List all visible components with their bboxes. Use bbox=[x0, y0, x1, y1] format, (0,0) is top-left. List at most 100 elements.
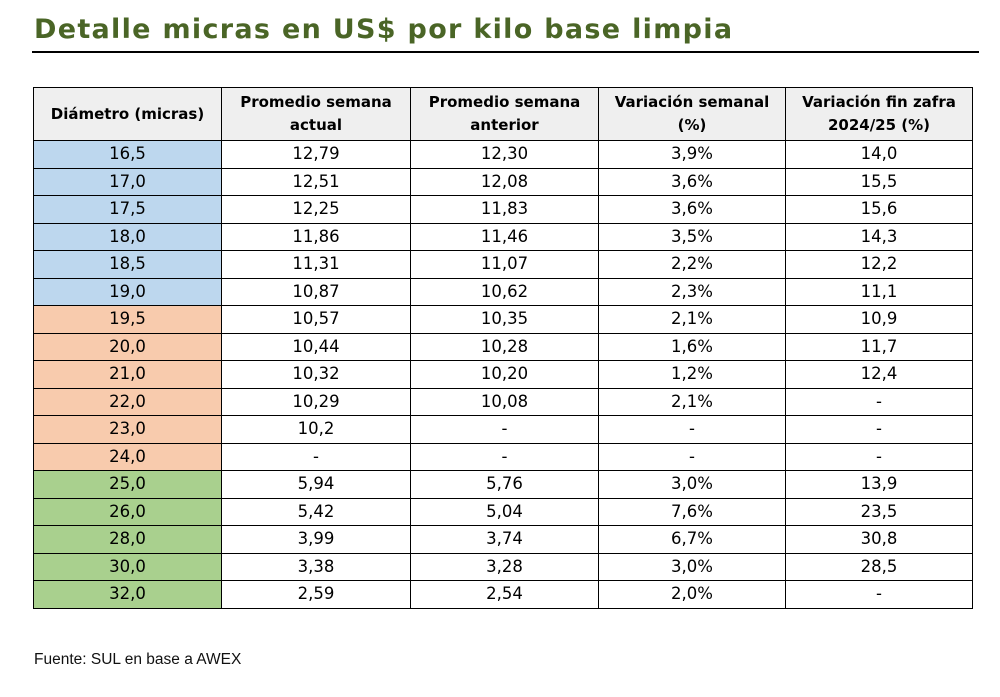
cell-promedio-actual: 12,79 bbox=[221, 140, 411, 169]
cell-variacion-semanal: 7,6% bbox=[598, 497, 786, 526]
cell-promedio-actual: 10,87 bbox=[221, 277, 411, 306]
cell-promedio-actual: 5,42 bbox=[221, 497, 411, 526]
cell-promedio-anterior: - bbox=[410, 415, 599, 444]
cell-diametro: 20,0 bbox=[33, 332, 222, 361]
cell-promedio-actual: 5,94 bbox=[221, 470, 411, 499]
cell-promedio-anterior: 10,08 bbox=[410, 387, 599, 416]
cell-promedio-anterior: 3,74 bbox=[410, 525, 599, 554]
cell-promedio-anterior: 12,30 bbox=[410, 140, 599, 169]
cell-promedio-anterior: 5,76 bbox=[410, 470, 599, 499]
table-row: 20,0 10,44 10,28 1,6% 11,7 bbox=[33, 332, 973, 361]
cell-promedio-actual: 12,51 bbox=[221, 167, 411, 196]
cell-promedio-anterior: 11,83 bbox=[410, 195, 599, 224]
cell-diametro: 18,5 bbox=[33, 250, 222, 279]
table-body: 16,5 12,79 12,30 3,9% 14,0 17,0 12,51 12,08 3,6%… bbox=[33, 140, 973, 609]
cell-diametro: 23,0 bbox=[33, 415, 222, 444]
cell-variacion-fin-zafra: 14,3 bbox=[785, 222, 973, 251]
cell-promedio-anterior: 11,07 bbox=[410, 250, 599, 279]
header-promedio-actual: Promedio semana actual bbox=[221, 87, 411, 141]
cell-variacion-semanal: 2,3% bbox=[598, 277, 786, 306]
cell-variacion-semanal: 3,6% bbox=[598, 195, 786, 224]
cell-variacion-semanal: 2,1% bbox=[598, 305, 786, 334]
cell-promedio-actual: 10,44 bbox=[221, 332, 411, 361]
cell-variacion-semanal: 3,5% bbox=[598, 222, 786, 251]
cell-variacion-fin-zafra: - bbox=[785, 415, 973, 444]
cell-promedio-actual: 10,32 bbox=[221, 360, 411, 389]
cell-variacion-semanal: 3,9% bbox=[598, 140, 786, 169]
cell-promedio-anterior: 2,54 bbox=[410, 580, 599, 609]
cell-diametro: 22,0 bbox=[33, 387, 222, 416]
cell-promedio-actual: 10,29 bbox=[221, 387, 411, 416]
cell-variacion-fin-zafra: 15,6 bbox=[785, 195, 973, 224]
table-row: 21,0 10,32 10,20 1,2% 12,4 bbox=[33, 360, 973, 389]
cell-promedio-anterior: - bbox=[410, 442, 599, 471]
table-row: 28,0 3,99 3,74 6,7% 30,8 bbox=[33, 525, 973, 554]
header-variacion-fin-zafra: Variación fin zafra 2024/25 (%) bbox=[785, 87, 973, 141]
cell-variacion-semanal: 3,6% bbox=[598, 167, 786, 196]
header-diametro: Diámetro (micras) bbox=[33, 87, 222, 141]
table-row: 22,0 10,29 10,08 2,1% - bbox=[33, 387, 973, 416]
cell-diametro: 30,0 bbox=[33, 552, 222, 581]
cell-variacion-semanal: 6,7% bbox=[598, 525, 786, 554]
cell-promedio-anterior: 11,46 bbox=[410, 222, 599, 251]
table-row: 32,0 2,59 2,54 2,0% - bbox=[33, 580, 973, 609]
cell-diametro: 25,0 bbox=[33, 470, 222, 499]
table-row: 18,0 11,86 11,46 3,5% 14,3 bbox=[33, 222, 973, 251]
cell-diametro: 32,0 bbox=[33, 580, 222, 609]
cell-promedio-actual: 3,99 bbox=[221, 525, 411, 554]
table-row: 30,0 3,38 3,28 3,0% 28,5 bbox=[33, 552, 973, 581]
table-row: 26,0 5,42 5,04 7,6% 23,5 bbox=[33, 497, 973, 526]
cell-variacion-semanal: - bbox=[598, 442, 786, 471]
table-row: 18,5 11,31 11,07 2,2% 12,2 bbox=[33, 250, 973, 279]
cell-variacion-fin-zafra: 13,9 bbox=[785, 470, 973, 499]
cell-promedio-actual: 10,2 bbox=[221, 415, 411, 444]
cell-diametro: 17,5 bbox=[33, 195, 222, 224]
table-row: 25,0 5,94 5,76 3,0% 13,9 bbox=[33, 470, 973, 499]
cell-variacion-semanal: - bbox=[598, 415, 786, 444]
cell-variacion-fin-zafra: 30,8 bbox=[785, 525, 973, 554]
cell-promedio-actual: 12,25 bbox=[221, 195, 411, 224]
title-underline bbox=[32, 51, 979, 53]
cell-variacion-semanal: 3,0% bbox=[598, 470, 786, 499]
source-note: Fuente: SUL en base a AWEX bbox=[34, 651, 242, 668]
cell-variacion-fin-zafra: 15,5 bbox=[785, 167, 973, 196]
cell-variacion-fin-zafra: 12,4 bbox=[785, 360, 973, 389]
page-title: Detalle micras en US$ por kilo base limp… bbox=[34, 14, 734, 45]
cell-variacion-semanal: 3,0% bbox=[598, 552, 786, 581]
price-table: Diámetro (micras) Promedio semana actual… bbox=[33, 87, 973, 609]
cell-promedio-actual: 3,38 bbox=[221, 552, 411, 581]
table-row: 16,5 12,79 12,30 3,9% 14,0 bbox=[33, 140, 973, 169]
cell-variacion-semanal: 2,0% bbox=[598, 580, 786, 609]
table-row: 17,5 12,25 11,83 3,6% 15,6 bbox=[33, 195, 973, 224]
cell-variacion-semanal: 1,2% bbox=[598, 360, 786, 389]
cell-diametro: 28,0 bbox=[33, 525, 222, 554]
table-row: 17,0 12,51 12,08 3,6% 15,5 bbox=[33, 167, 973, 196]
cell-variacion-fin-zafra: - bbox=[785, 580, 973, 609]
cell-variacion-fin-zafra: 28,5 bbox=[785, 552, 973, 581]
cell-variacion-fin-zafra: 23,5 bbox=[785, 497, 973, 526]
table-row: 19,5 10,57 10,35 2,1% 10,9 bbox=[33, 305, 973, 334]
cell-promedio-anterior: 10,20 bbox=[410, 360, 599, 389]
cell-diametro: 26,0 bbox=[33, 497, 222, 526]
cell-promedio-actual: 11,31 bbox=[221, 250, 411, 279]
cell-promedio-anterior: 12,08 bbox=[410, 167, 599, 196]
cell-diametro: 18,0 bbox=[33, 222, 222, 251]
cell-diametro: 19,5 bbox=[33, 305, 222, 334]
cell-diametro: 19,0 bbox=[33, 277, 222, 306]
cell-variacion-fin-zafra: 14,0 bbox=[785, 140, 973, 169]
cell-variacion-semanal: 2,1% bbox=[598, 387, 786, 416]
cell-diametro: 16,5 bbox=[33, 140, 222, 169]
table-row: 24,0- - - - bbox=[33, 442, 973, 471]
cell-diametro: 21,0 bbox=[33, 360, 222, 389]
cell-variacion-semanal: 2,2% bbox=[598, 250, 786, 279]
cell-promedio-anterior: 3,28 bbox=[410, 552, 599, 581]
cell-variacion-fin-zafra: 11,7 bbox=[785, 332, 973, 361]
cell-promedio-anterior: 5,04 bbox=[410, 497, 599, 526]
cell-variacion-fin-zafra: 12,2 bbox=[785, 250, 973, 279]
cell-promedio-actual: 2,59 bbox=[221, 580, 411, 609]
cell-variacion-fin-zafra: 10,9 bbox=[785, 305, 973, 334]
cell-diametro: 24,0 bbox=[33, 442, 222, 471]
cell-variacion-semanal: 1,6% bbox=[598, 332, 786, 361]
cell-promedio-anterior: 10,28 bbox=[410, 332, 599, 361]
header-variacion-semanal: Variación semanal (%) bbox=[598, 87, 786, 141]
